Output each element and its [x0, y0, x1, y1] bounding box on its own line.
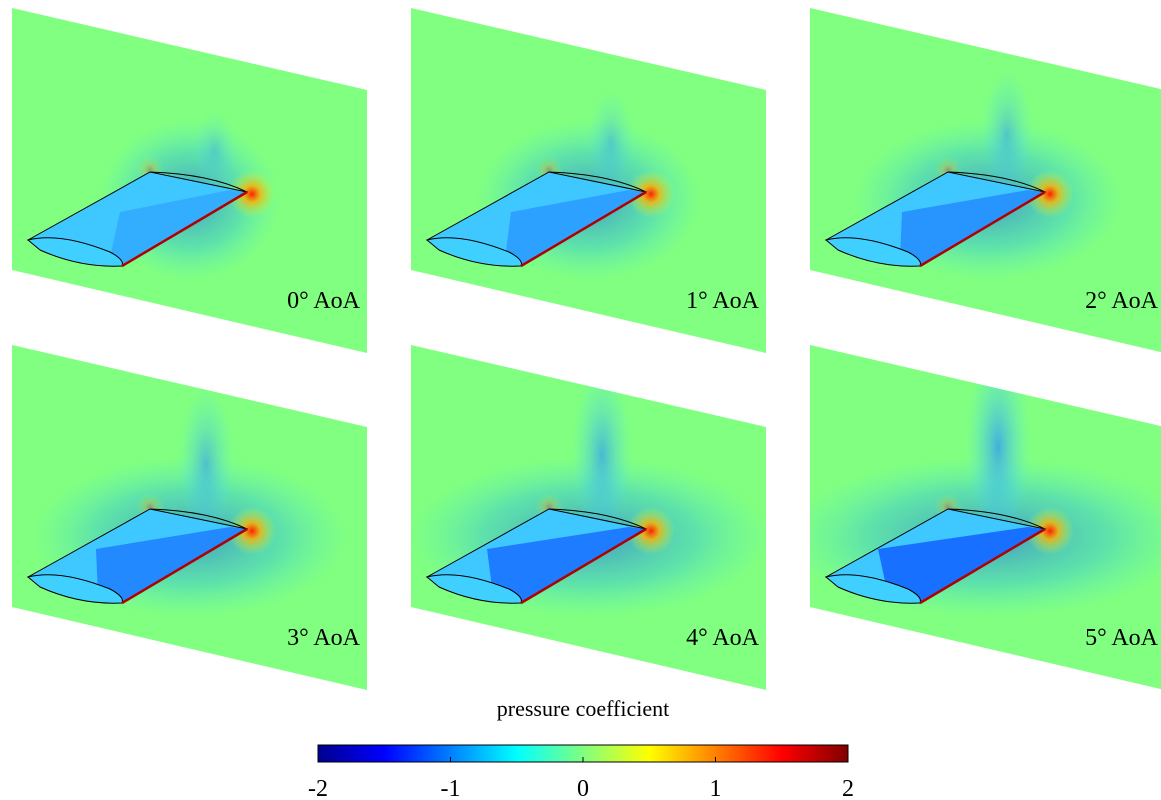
tick-label: 0 — [577, 776, 589, 800]
tick-label: 1 — [710, 776, 722, 800]
panel-label: 2° AoA — [1085, 288, 1159, 314]
panel: 4° AoA — [409, 345, 769, 690]
panel-label: 5° AoA — [1085, 625, 1159, 651]
figure: pressure coefficient 0° AoA 1° AoA 2° AoA 3… — [0, 0, 1161, 800]
colorbar-title: pressure coefficient — [497, 696, 669, 721]
panel: 3° AoA — [12, 345, 367, 690]
plume — [587, 90, 635, 194]
tick-label: 2 — [842, 776, 854, 800]
plume — [193, 110, 237, 190]
panel: 1° AoA — [411, 8, 766, 353]
panel-label: 4° AoA — [686, 625, 760, 651]
panel: 0° AoA — [12, 8, 367, 353]
panel-label: 1° AoA — [686, 288, 760, 314]
panel: 2° AoA — [810, 8, 1161, 353]
tick-label: -1 — [441, 776, 461, 800]
panel-label: 3° AoA — [287, 625, 361, 651]
panel-label: 0° AoA — [287, 288, 361, 314]
tick-label: -2 — [308, 776, 328, 800]
panel: 5° AoA — [786, 345, 1161, 690]
